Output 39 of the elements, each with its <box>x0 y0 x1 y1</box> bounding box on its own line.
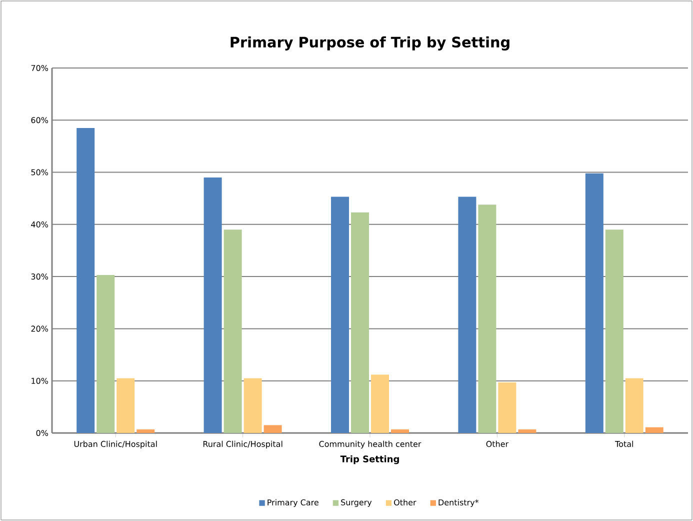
bar <box>585 173 604 433</box>
bar <box>224 230 242 433</box>
y-tick-label: 20% <box>31 326 48 332</box>
bar <box>391 429 409 433</box>
bar <box>351 212 369 433</box>
bar <box>458 196 476 433</box>
y-tick-label: 30% <box>31 274 48 280</box>
x-tick-label: Total <box>615 440 633 447</box>
bar <box>244 378 262 433</box>
bar <box>645 427 664 433</box>
bar <box>605 230 624 433</box>
bar <box>625 378 644 433</box>
y-tick-label: 60% <box>31 117 48 124</box>
x-tick-label: Community health center <box>319 440 422 449</box>
x-axis-title: Trip Setting <box>340 455 399 464</box>
bar <box>478 204 496 433</box>
legend-label: Primary Care <box>268 499 318 507</box>
bar <box>76 128 95 433</box>
x-tick-label: Rural Clinic/Hospital <box>203 440 282 449</box>
legend-label: Dentistry* <box>438 499 479 507</box>
x-tick-label: Urban Clinic/Hospital <box>74 440 157 449</box>
bar <box>264 425 282 433</box>
x-tick-label: Other <box>486 440 509 447</box>
chart-title: Primary Purpose of Trip by Setting <box>230 36 510 50</box>
bar <box>204 177 222 433</box>
bar <box>371 374 389 433</box>
y-tick-label: 40% <box>31 221 48 228</box>
bar <box>498 382 516 433</box>
bar <box>136 429 155 433</box>
legend-label: Other <box>394 499 416 506</box>
bar <box>96 275 115 433</box>
bar <box>116 378 135 433</box>
y-tick-label: 70% <box>31 64 48 72</box>
y-tick-label: 10% <box>32 378 48 384</box>
y-tick-label: 50% <box>31 169 48 176</box>
legend-label: Surgery <box>341 499 372 507</box>
bar <box>331 196 349 433</box>
bar <box>518 429 536 433</box>
y-tick-label: 0% <box>36 430 48 436</box>
